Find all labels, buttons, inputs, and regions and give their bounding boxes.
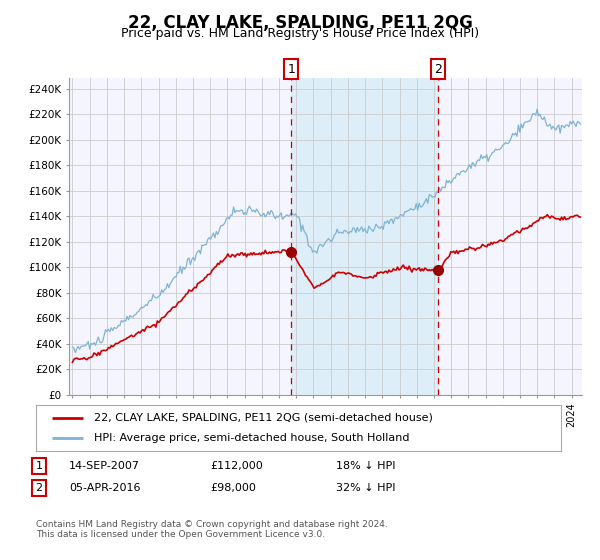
Text: 14-SEP-2007: 14-SEP-2007 [69,461,140,471]
Text: 05-APR-2016: 05-APR-2016 [69,483,140,493]
Text: 22, CLAY LAKE, SPALDING, PE11 2QG (semi-detached house): 22, CLAY LAKE, SPALDING, PE11 2QG (semi-… [94,413,433,423]
Text: 2: 2 [434,63,442,76]
Text: £98,000: £98,000 [210,483,256,493]
Text: 1: 1 [287,63,295,76]
Text: Price paid vs. HM Land Registry's House Price Index (HPI): Price paid vs. HM Land Registry's House … [121,27,479,40]
Text: 22, CLAY LAKE, SPALDING, PE11 2QG: 22, CLAY LAKE, SPALDING, PE11 2QG [128,14,472,32]
Text: 32% ↓ HPI: 32% ↓ HPI [336,483,395,493]
Text: 18% ↓ HPI: 18% ↓ HPI [336,461,395,471]
Text: 2: 2 [35,483,43,493]
Bar [291,78,438,395]
Text: 1: 1 [35,461,43,471]
Text: HPI: Average price, semi-detached house, South Holland: HPI: Average price, semi-detached house,… [94,433,409,443]
Text: Contains HM Land Registry data © Crown copyright and database right 2024.
This d: Contains HM Land Registry data © Crown c… [36,520,388,539]
Text: £112,000: £112,000 [210,461,263,471]
